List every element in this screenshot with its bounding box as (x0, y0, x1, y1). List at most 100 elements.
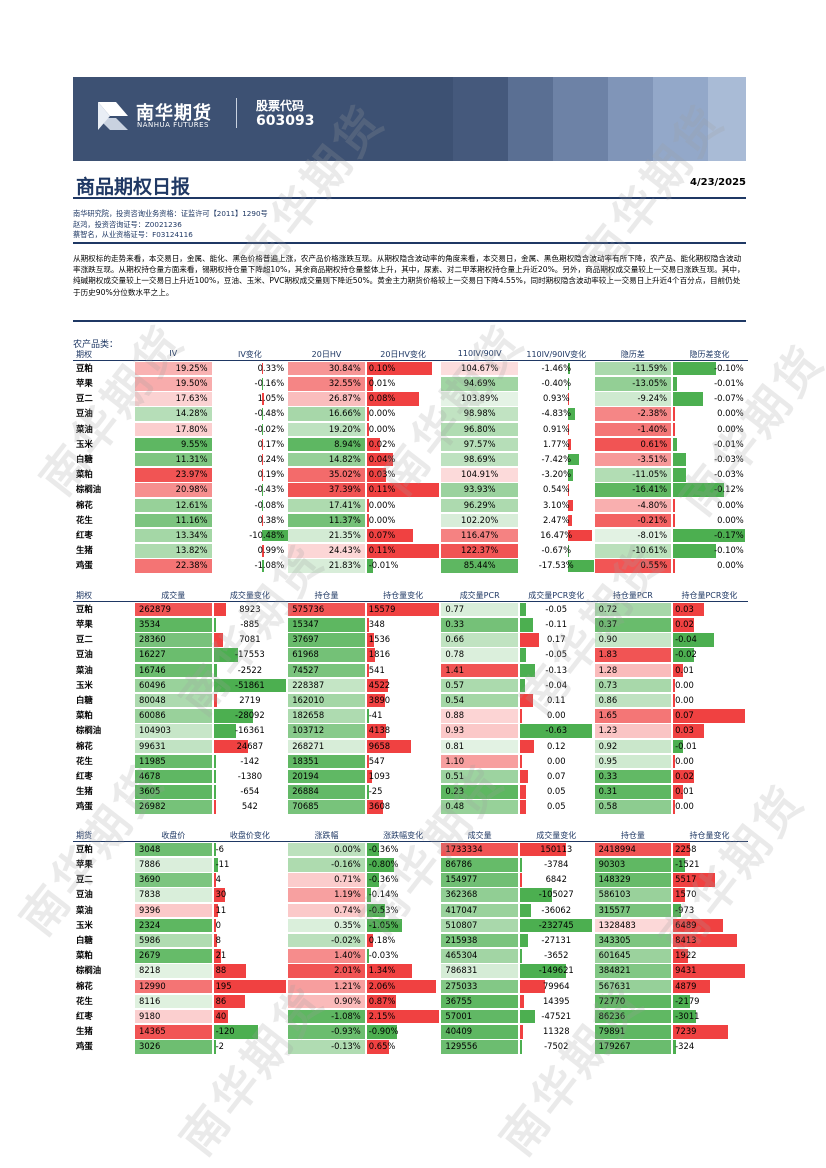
cell-value: -0.16% (331, 859, 361, 870)
table-row: 鸡蛋 26982 542 70685 3608 0.48 0.05 0.58 0.00 (73, 799, 748, 814)
table-cell: 0.23 (441, 785, 518, 799)
cell-value: 0.00% (717, 560, 744, 571)
cell-value: 35.02% (328, 469, 361, 480)
cell-value: -0.14% (368, 889, 399, 900)
data-bar (673, 800, 676, 814)
change-marker (261, 423, 264, 436)
cell-value: 4 (215, 874, 221, 885)
table-cell: -0.36% (365, 842, 442, 857)
table-cell: 93.93% (441, 483, 518, 497)
table-cell: -3011 (671, 1009, 748, 1024)
table-row: 红枣 9180 40 -1.08% 2.15% 57001 -47521 86236 -3011 (73, 1009, 748, 1024)
data-bar (366, 888, 372, 902)
cell-value: 0.35% (334, 919, 361, 930)
cell-value: 16227 (139, 649, 166, 660)
table-cell: 0.05 (518, 785, 595, 799)
table-cell: 0.12 (518, 739, 595, 754)
data-bar (519, 602, 526, 617)
table-row: 菜粕 23.97% 0.19% 35.02% 0.03% 104.91% -3.20% -11… (73, 467, 748, 482)
cell-value: 98.69% (463, 453, 496, 464)
table-cell: 0.00 (518, 709, 595, 723)
table-cell: -0.03% (365, 949, 442, 963)
cell-value: 8218 (139, 965, 161, 976)
cell-value: 8116 (139, 995, 161, 1006)
cell-value: 0.72 (598, 603, 618, 614)
column-header: IV变化 (237, 350, 262, 359)
table-row: 豆粕 262879 8923 575736 15579 0.77 -0.05 0.72 0.03 (73, 602, 748, 617)
data-bar (366, 422, 369, 437)
column-header: 110IV/90IV (457, 349, 502, 358)
table-cell: 1570 (671, 888, 748, 902)
cell-value: 19.50% (175, 378, 208, 389)
cell-value: 103.89% (461, 393, 499, 404)
cell-value: 268271 (292, 740, 325, 751)
table-cell: 417047 (441, 903, 518, 918)
data-bar (366, 918, 402, 933)
cell-value: -11.59% (632, 362, 668, 373)
table-cell: 2679 (135, 949, 212, 963)
cell-value: 97.57% (463, 438, 496, 449)
commodity-name: 菜粕 (76, 469, 93, 480)
meta-line: 赵鸿，投资咨询证号：Z0021236 (73, 219, 182, 229)
table-cell: -0.40% (518, 377, 595, 391)
table-cell: 162010 (288, 693, 365, 708)
table-cell: -2179 (671, 994, 748, 1009)
table-cell: 0.37 (594, 618, 672, 632)
cell-value: 22.38% (175, 560, 208, 571)
cell-value: 1.21% (334, 980, 361, 991)
table-cell: 20194 (288, 769, 365, 784)
cell-value: -11 (215, 859, 230, 870)
table-cell: 1.65 (594, 709, 672, 723)
table-cell: 94.69% (441, 377, 518, 391)
table-cell: 3608 (365, 800, 442, 814)
table-cell: 6842 (518, 873, 595, 887)
cell-value: 0.00% (717, 514, 744, 525)
data-bar (519, 964, 567, 978)
logo-chinese: 南华期货 (136, 103, 212, 124)
table-cell: 8 (212, 933, 289, 948)
cell-value: 0.55% (640, 560, 668, 571)
data-bar (519, 663, 535, 678)
table-cell: 315577 (594, 903, 672, 918)
column-header: 隐历差 (620, 350, 645, 359)
commodity-name: 菜粕 (76, 710, 93, 721)
data-bar (213, 903, 218, 918)
author-meta: 南华研究院，投资咨询业务资格：证监许可【2011】1290号 赵鸿，投资咨询证号… (73, 209, 268, 241)
cell-value: 343305 (598, 934, 631, 945)
cell-value: 542 (241, 801, 258, 812)
cell-value: 26.87% (328, 393, 361, 404)
table-cell: -10.61% (594, 544, 672, 558)
table-cell: 26884 (288, 785, 365, 799)
data-bar (519, 739, 534, 754)
table-cell: -324 (671, 1040, 748, 1054)
column-header: 成交量 (161, 591, 186, 600)
cell-value: 1733334 (445, 843, 483, 854)
cell-value: 103712 (292, 725, 325, 736)
table-row: 生猪 13.82% 0.99% 24.43% 0.11% 122.37% -0.67% -10… (73, 543, 748, 558)
table-cell: -1521 (671, 858, 748, 872)
data-bar (673, 1040, 676, 1054)
table-row: 菜油 16746 -2522 74527 541 1.41 -0.13 1.28 0.01 (73, 663, 748, 678)
table-cell: -16361 (212, 724, 289, 738)
table-cell: 275033 (441, 979, 518, 994)
cell-value: 0.18% (368, 934, 396, 945)
cell-value: 4678 (139, 770, 161, 781)
data-bar (213, 724, 237, 738)
cell-value: 0.08% (368, 393, 396, 404)
table-cell: 60086 (135, 709, 212, 723)
table-cell: 3026 (135, 1040, 212, 1054)
data-bar (366, 483, 439, 497)
change-marker (567, 378, 570, 390)
cell-value: -0.21% (637, 514, 668, 525)
data-bar (519, 785, 526, 799)
commodity-name: 玉米 (76, 438, 93, 449)
table-cell: 1.28 (594, 663, 672, 678)
cell-value: 8923 (239, 603, 261, 614)
cell-value: 11985 (139, 755, 166, 766)
table-cell: 547 (365, 754, 442, 769)
table-cell: 0.48 (441, 800, 518, 814)
table-cell: 13.82% (135, 544, 212, 558)
table-cell: 9658 (365, 739, 442, 754)
cell-value: 90303 (598, 859, 626, 870)
change-marker (567, 529, 593, 542)
